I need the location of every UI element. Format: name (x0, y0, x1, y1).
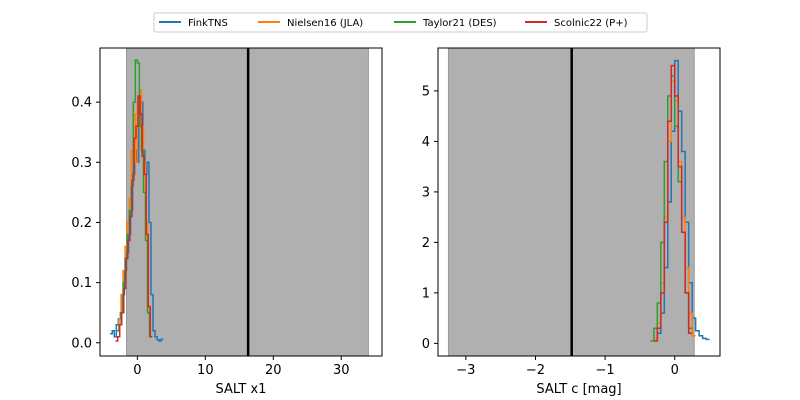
y-tick-label: 0.2 (71, 216, 92, 231)
histogram-step-finktns (653, 59, 710, 342)
c-axes-frame (437, 47, 721, 357)
y-tick-label: 5 (422, 84, 430, 99)
x-tick-label: −2 (526, 363, 545, 378)
x1-plot-area (110, 47, 369, 357)
legend-label: FinkTNS (188, 18, 228, 29)
legend-entry-taylor21: Taylor21 (DES) (394, 18, 497, 29)
legend-entry-finktns: FinkTNS (159, 18, 228, 29)
x-tick-label: 20 (265, 363, 282, 378)
x1-histogram-panel: 0 10 20 30 0.0 0.1 0.2 0.3 0.4 SALT x1 (71, 47, 383, 397)
x-tick-label: −1 (596, 363, 615, 378)
x1-axes-frame (99, 47, 383, 357)
y-tick-label: 0.3 (71, 156, 92, 171)
legend-label: Scolnic22 (P+) (554, 18, 628, 29)
y-tick-label: 0 (422, 337, 430, 352)
x-tick-label: −3 (456, 363, 475, 378)
x-tick-label: 0 (671, 363, 679, 378)
y-tick-label: 2 (422, 236, 430, 251)
x-tick-label: 0 (133, 363, 141, 378)
x1-axis-label: SALT x1 (216, 382, 267, 397)
y-tick-label: 1 (422, 286, 430, 301)
c-histogram-panel: −3 −2 −1 0 0 1 2 3 4 5 SALT c [mag] (422, 47, 721, 397)
c-plot-area (447, 47, 710, 357)
y-tick-label: 3 (422, 185, 430, 200)
x-tick-label: 30 (333, 363, 350, 378)
x-tick-label: 10 (197, 363, 214, 378)
x1-axis-ticks: 0 10 20 30 0.0 0.1 0.2 0.3 0.4 (71, 96, 349, 378)
legend: FinkTNS Nielsen16 (JLA) Taylor21 (DES) S… (153, 12, 648, 33)
y-tick-label: 4 (422, 135, 430, 150)
y-tick-label: 0.4 (71, 96, 92, 111)
y-tick-label: 0.0 (71, 336, 92, 351)
c-axis-label: SALT c [mag] (536, 382, 621, 397)
legend-label: Taylor21 (DES) (422, 18, 497, 29)
c-axis-ticks: −3 −2 −1 0 0 1 2 3 4 5 (422, 84, 679, 378)
legend-label: Nielsen16 (JLA) (287, 18, 363, 29)
y-tick-label: 0.1 (71, 276, 92, 291)
legend-entry-scolnic22: Scolnic22 (P+) (525, 18, 628, 29)
histogram-step-scolnic22-p (115, 95, 153, 342)
histogram-step-scolnic22-p (653, 64, 693, 342)
legend-entry-nielsen16: Nielsen16 (JLA) (258, 18, 363, 29)
